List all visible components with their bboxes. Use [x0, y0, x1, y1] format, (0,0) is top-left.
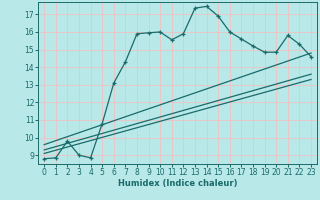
X-axis label: Humidex (Indice chaleur): Humidex (Indice chaleur) — [118, 179, 237, 188]
